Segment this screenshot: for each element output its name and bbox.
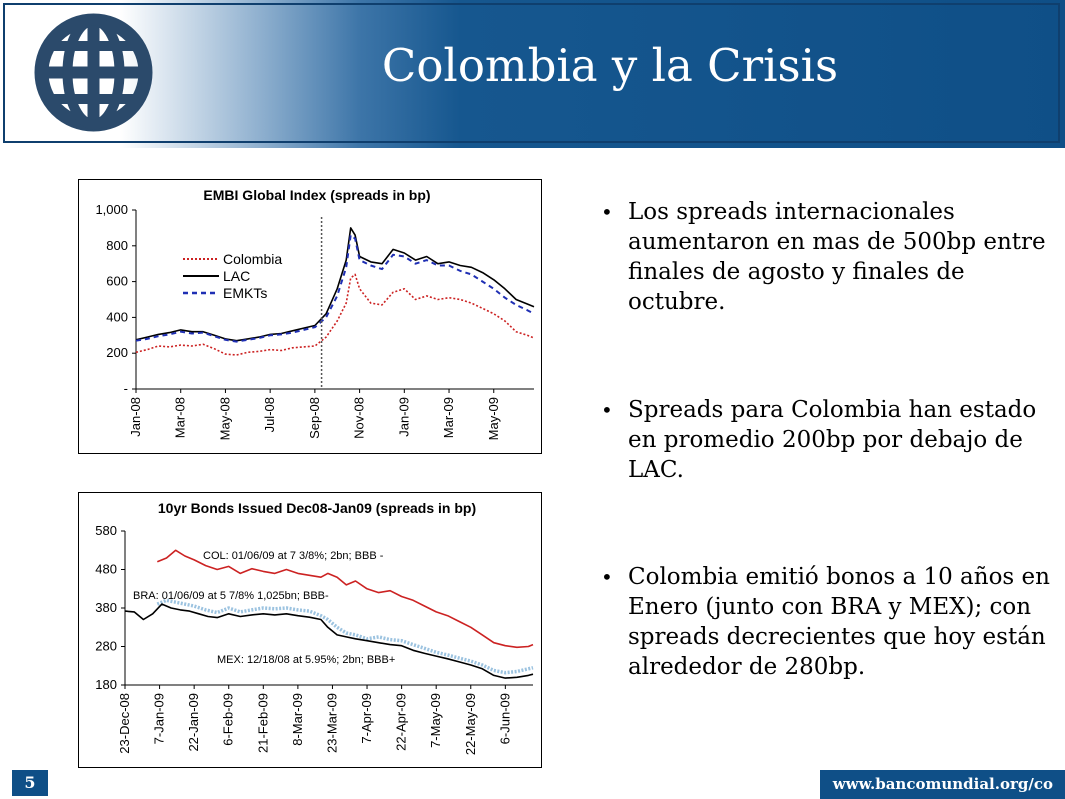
bullet-item: • Spreads para Colombia han estado en pro… [597, 395, 1058, 485]
x-tick-label: Jan-08 [128, 397, 143, 437]
x-tick-label: 8-Mar-09 [290, 693, 305, 746]
y-tick-label: 800 [106, 238, 128, 253]
y-tick-label: 480 [95, 562, 117, 577]
y-tick-label: 200 [106, 345, 128, 360]
embi-chart-panel: EMBI Global Index (spreads in bp) - 200 40… [78, 179, 542, 454]
y-tick-label: 600 [106, 274, 128, 289]
x-tick-label: Sep-08 [307, 397, 322, 439]
page-number: 5 [12, 770, 48, 796]
x-tick-label: 6-Jun-09 [497, 693, 512, 744]
slide-title: Colombia y la Crisis [381, 39, 839, 92]
series-line-bra [156, 598, 534, 675]
x-tick-label: 22-May-09 [463, 693, 478, 755]
series-line-colombia [135, 273, 535, 356]
x-tick-label: 22-Apr-09 [394, 693, 409, 751]
x-tick-label: May-09 [486, 397, 501, 440]
x-tick-label: 23-Mar-09 [324, 693, 339, 753]
bullet-item: • Los spreads internacionales aumentaron … [597, 197, 1058, 317]
x-tick-label: Nov-08 [352, 397, 367, 439]
bullet-dot-icon: • [601, 200, 613, 224]
header-border [3, 3, 1060, 143]
series-line-emkts [135, 234, 535, 343]
x-tick-label: 21-Feb-09 [255, 693, 270, 753]
legend-label-emkts: EMKTs [223, 285, 267, 301]
y-tick-label: 180 [95, 677, 117, 692]
y-tick-label: 580 [95, 523, 117, 538]
slide-header: Colombia y la Crisis [0, 0, 1065, 148]
bullet-text: Los spreads internacionales aumentaron e… [628, 199, 1046, 315]
annotation-col: COL: 01/06/09 at 7 3/8%; 2bn; BBB - [203, 550, 384, 562]
x-tick-label: 23-Dec-08 [117, 693, 132, 754]
annotation-bra: BRA: 01/06/09 at 5 7/8% 1,025bn; BBB- [133, 590, 329, 602]
bullet-dot-icon: • [601, 398, 613, 422]
x-tick-label: 7-Apr-09 [359, 693, 374, 744]
x-tick-label: 22-Jan-09 [186, 693, 201, 752]
series-line-col [156, 549, 534, 649]
chart-legend: Colombia LAC EMKTs [183, 251, 282, 301]
legend-label-lac: LAC [223, 268, 250, 284]
bullet-text: Spreads para Colombia han estado en prom… [628, 397, 1037, 483]
y-tick-label: 280 [95, 639, 117, 654]
x-tick-label: 7-Jan-09 [152, 693, 167, 744]
bullet-dot-icon: • [601, 565, 613, 589]
x-tick-label: Mar-08 [173, 397, 188, 438]
series-line-lac [135, 227, 535, 342]
x-tick-label: Jan-09 [396, 397, 411, 437]
y-tick-label: 1,000 [95, 202, 128, 217]
embi-chart: EMBI Global Index (spreads in bp) - 200 40… [95, 187, 535, 440]
series-line-mex [124, 603, 534, 679]
x-tick-label: Jul-08 [262, 397, 277, 432]
y-tick-label: 400 [106, 309, 128, 324]
y-tick-label: 380 [95, 600, 117, 615]
x-tick-label: May-08 [217, 397, 232, 440]
bonds-chart: 10yr Bonds Issued Dec08-Jan09 (spreads i… [95, 500, 534, 755]
world-bank-globe-icon [34, 13, 153, 132]
x-tick-label: 6-Feb-09 [221, 693, 236, 746]
bullet-item: • Colombia emitió bonos a 10 años en Ener… [597, 562, 1058, 682]
chart-title: 10yr Bonds Issued Dec08-Jan09 (spreads i… [158, 500, 476, 516]
chart-title: EMBI Global Index (spreads in bp) [203, 187, 430, 203]
bonds-chart-panel: 10yr Bonds Issued Dec08-Jan09 (spreads i… [78, 492, 542, 768]
y-tick-label: - [124, 381, 128, 396]
x-tick-label: 7-May-09 [428, 693, 443, 748]
bullet-text: Colombia emitió bonos a 10 años en Enero… [628, 564, 1050, 680]
footer-url[interactable]: www.bancomundial.org/co [820, 770, 1065, 799]
legend-label-colombia: Colombia [223, 251, 282, 267]
annotation-mex: MEX: 12/18/08 at 5.95%; 2bn; BBB+ [217, 654, 395, 666]
x-tick-label: Mar-09 [441, 397, 456, 438]
